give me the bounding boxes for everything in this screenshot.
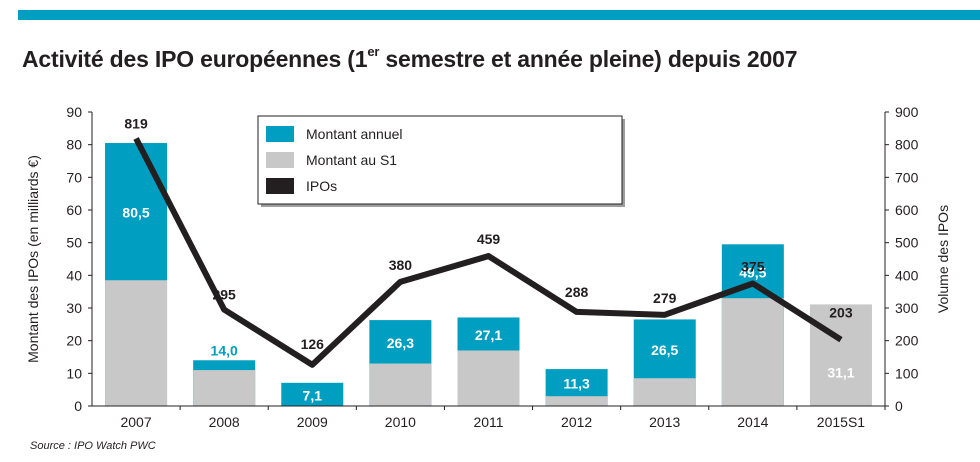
ipo-label-2009: 126 [301,336,325,352]
x-tick-label-2008: 2008 [209,414,240,430]
bar-s1-2012 [545,396,608,406]
ipo-label-2013: 279 [653,290,677,306]
y-tick-label-20: 20 [66,333,82,349]
y2-tick-label-0: 0 [895,398,903,414]
ipo-label-2008: 295 [212,287,236,303]
bar-label-annual-2008: 14,0 [211,342,238,358]
source-note: Source : IPO Watch PWC [30,440,156,452]
bar-s1-2010 [369,363,432,406]
x-tick-label-2009: 2009 [297,414,328,430]
x-tick-label-2012: 2012 [561,414,592,430]
y-tick-label-80: 80 [66,137,82,153]
ipo-label-2010: 380 [389,257,413,273]
bar-s1-2015S1 [809,304,872,406]
y2-tick-label-900: 900 [895,104,919,120]
x-tick-label-2013: 2013 [649,414,680,430]
x-tick-label-2011: 2011 [473,414,503,430]
bar-label-annual-2013: 26,5 [651,342,678,358]
y-tick-label-70: 70 [66,169,82,185]
y2-tick-label-100: 100 [895,365,919,381]
legend-label-1: Montant annuel [306,126,403,142]
y2-axis-title: Volume des IPOs [935,205,951,313]
title-part-2: semestre et année pleine) depuis 2007 [379,46,798,72]
title-superscript: er [367,44,380,59]
bar-label-s1-2015S1: 31,1 [827,365,854,381]
bar-label-annual-2012: 11,3 [563,376,590,392]
bar-s1-2008 [193,370,256,406]
y-tick-label-40: 40 [66,267,82,283]
ipo-label-2011: 459 [477,231,501,247]
x-tick-label-2014: 2014 [737,414,768,430]
y-tick-label-10: 10 [66,365,82,381]
y-axis-title: Montant des IPOs (en milliards €) [25,155,41,363]
bar-label-annual-2014: 49,5 [739,264,766,280]
y-tick-label-90: 90 [66,104,82,120]
legend-label-2: Montant au S1 [306,152,397,168]
y2-tick-label-500: 500 [895,235,919,251]
y2-tick-label-700: 700 [895,169,919,185]
x-tick-label-2015S1: 2015S1 [817,414,865,430]
legend-box [257,115,623,205]
y-tick-label-0: 0 [74,398,82,414]
y2-tick-label-400: 400 [895,267,919,283]
ipo-label-2014: 375 [741,259,765,275]
legend-swatch-1 [266,126,294,142]
ipo-count-line [133,137,843,368]
chart-title: Activité des IPO européennes (1er semest… [22,44,798,73]
x-tick-label-2010: 2010 [385,414,416,430]
bar-s1-2011 [457,350,520,406]
bar-label-annual-2007: 80,5 [122,205,149,221]
bar-annual-2009 [281,382,344,406]
legend-label-3: IPOs [306,178,337,194]
y2-tick-label-800: 800 [895,137,919,153]
bar-s1-2013 [633,378,696,406]
y-tick-label-50: 50 [66,235,82,251]
x-tick-label-2007: 2007 [120,414,151,430]
bar-s1-2014 [721,298,784,406]
ipo-label-2012: 288 [565,284,589,300]
bar-label-annual-2009: 7,1 [303,387,323,403]
header-accent-bar [18,10,980,20]
ipo-label-2007: 819 [124,115,148,131]
bar-label-annual-2011: 27,1 [475,327,502,343]
y-tick-label-30: 30 [66,300,82,316]
y2-tick-label-200: 200 [895,333,919,349]
y2-tick-label-600: 600 [895,202,919,218]
legend-swatch-3 [266,178,294,194]
bar-label-annual-2010: 26,3 [387,335,414,351]
legend-swatch-2 [266,152,294,168]
y-tick-label-60: 60 [66,202,82,218]
y2-tick-label-300: 300 [895,300,919,316]
ipo-label-2015S1: 203 [829,305,853,321]
bar-s1-2007 [105,280,168,406]
title-part-1: Activité des IPO européennes (1 [22,46,368,72]
